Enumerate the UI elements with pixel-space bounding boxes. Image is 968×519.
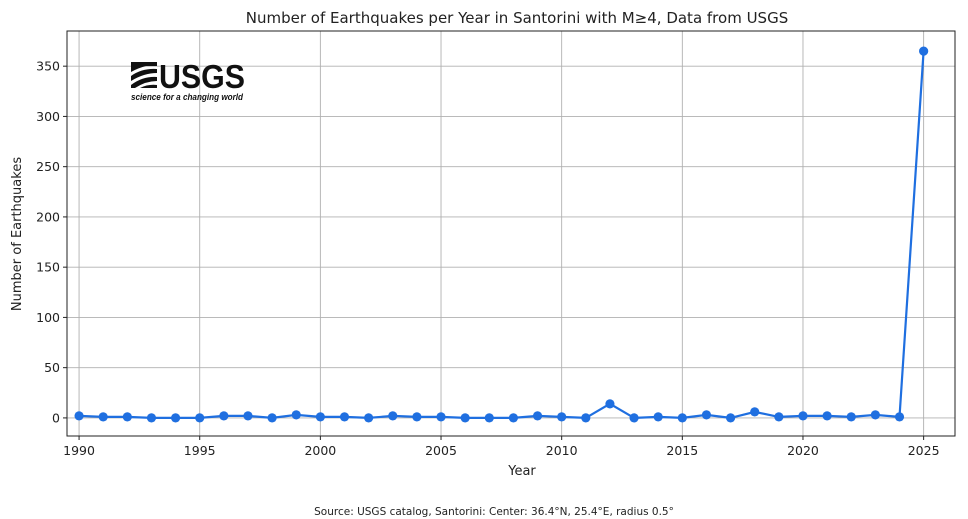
axis-ticks: 1990 1995 2000 2005 2010 2015 2020 2025 0 50 100 15… bbox=[36, 59, 939, 458]
data-point-2024 bbox=[894, 412, 905, 422]
y-tick-label: 50 bbox=[44, 360, 60, 375]
data-point-2015 bbox=[677, 413, 687, 423]
chart-title: Number of Earthquakes per Year in Santor… bbox=[246, 9, 788, 27]
logo-tagline: science for a changing world bbox=[131, 92, 243, 103]
data-point-2016 bbox=[701, 410, 712, 420]
data-point-1995 bbox=[195, 413, 205, 423]
data-point-2002 bbox=[364, 413, 374, 423]
plot-frame bbox=[66, 30, 956, 437]
data-point-1990 bbox=[74, 411, 84, 421]
usgs-wave-icon bbox=[131, 62, 157, 88]
data-point-2005 bbox=[436, 412, 446, 422]
usgs-logo: USGS science for a changing world bbox=[131, 58, 245, 103]
data-point-1992 bbox=[122, 412, 132, 422]
data-point-2008 bbox=[508, 413, 519, 423]
data-point-2021 bbox=[822, 411, 832, 421]
data-point-2004 bbox=[412, 412, 422, 422]
x-tick-label: 2000 bbox=[304, 443, 336, 458]
data-point-2025 bbox=[919, 46, 929, 56]
x-tick-label: 2025 bbox=[908, 443, 940, 458]
x-tick-label: 2005 bbox=[425, 443, 457, 458]
data-point-2001 bbox=[339, 412, 350, 422]
x-axis-label: Year bbox=[507, 464, 536, 479]
data-point-2023 bbox=[870, 410, 880, 420]
data-point-2011 bbox=[581, 413, 591, 423]
series bbox=[74, 46, 929, 423]
y-axis-label: Number of Earthquakes bbox=[10, 157, 25, 311]
data-point-2013 bbox=[629, 413, 639, 423]
y-tick-label: 200 bbox=[36, 209, 60, 224]
data-point-1998 bbox=[267, 413, 277, 423]
y-tick-label: 350 bbox=[36, 59, 60, 74]
data-point-2017 bbox=[725, 413, 736, 423]
data-point-1991 bbox=[98, 412, 108, 422]
data-point-2006 bbox=[460, 413, 470, 423]
series-line bbox=[79, 51, 925, 420]
x-tick-label: 2010 bbox=[546, 443, 578, 458]
data-point-2007 bbox=[484, 413, 494, 423]
y-tick-label: 300 bbox=[36, 109, 60, 124]
source-note: Source: USGS catalog, Santorini: Center:… bbox=[314, 506, 674, 518]
data-point-1997 bbox=[243, 411, 253, 421]
data-point-2009 bbox=[532, 411, 543, 421]
x-tick-label: 2020 bbox=[787, 443, 819, 458]
data-point-2000 bbox=[315, 412, 325, 422]
y-tick-label: 100 bbox=[36, 310, 60, 325]
data-point-2019 bbox=[774, 412, 784, 422]
y-tick-label: 150 bbox=[36, 260, 60, 275]
data-point-2010 bbox=[557, 412, 567, 422]
data-point-2014 bbox=[653, 412, 663, 422]
data-point-2020 bbox=[798, 411, 808, 421]
x-tick-label: 2015 bbox=[666, 443, 698, 458]
grid bbox=[67, 31, 955, 436]
data-point-2012 bbox=[605, 399, 615, 409]
y-tick-label: 0 bbox=[52, 410, 60, 425]
data-point-1994 bbox=[170, 413, 181, 423]
data-point-1996 bbox=[219, 411, 229, 421]
data-point-1999 bbox=[291, 410, 301, 420]
y-tick-label: 250 bbox=[36, 159, 60, 174]
data-point-2018 bbox=[750, 407, 760, 417]
data-point-2022 bbox=[846, 412, 856, 422]
data-point-2003 bbox=[388, 411, 398, 421]
logo-name: USGS bbox=[159, 58, 245, 95]
x-tick-label: 1995 bbox=[184, 443, 216, 458]
data-point-1993 bbox=[146, 413, 157, 423]
x-tick-label: 1990 bbox=[63, 443, 95, 458]
